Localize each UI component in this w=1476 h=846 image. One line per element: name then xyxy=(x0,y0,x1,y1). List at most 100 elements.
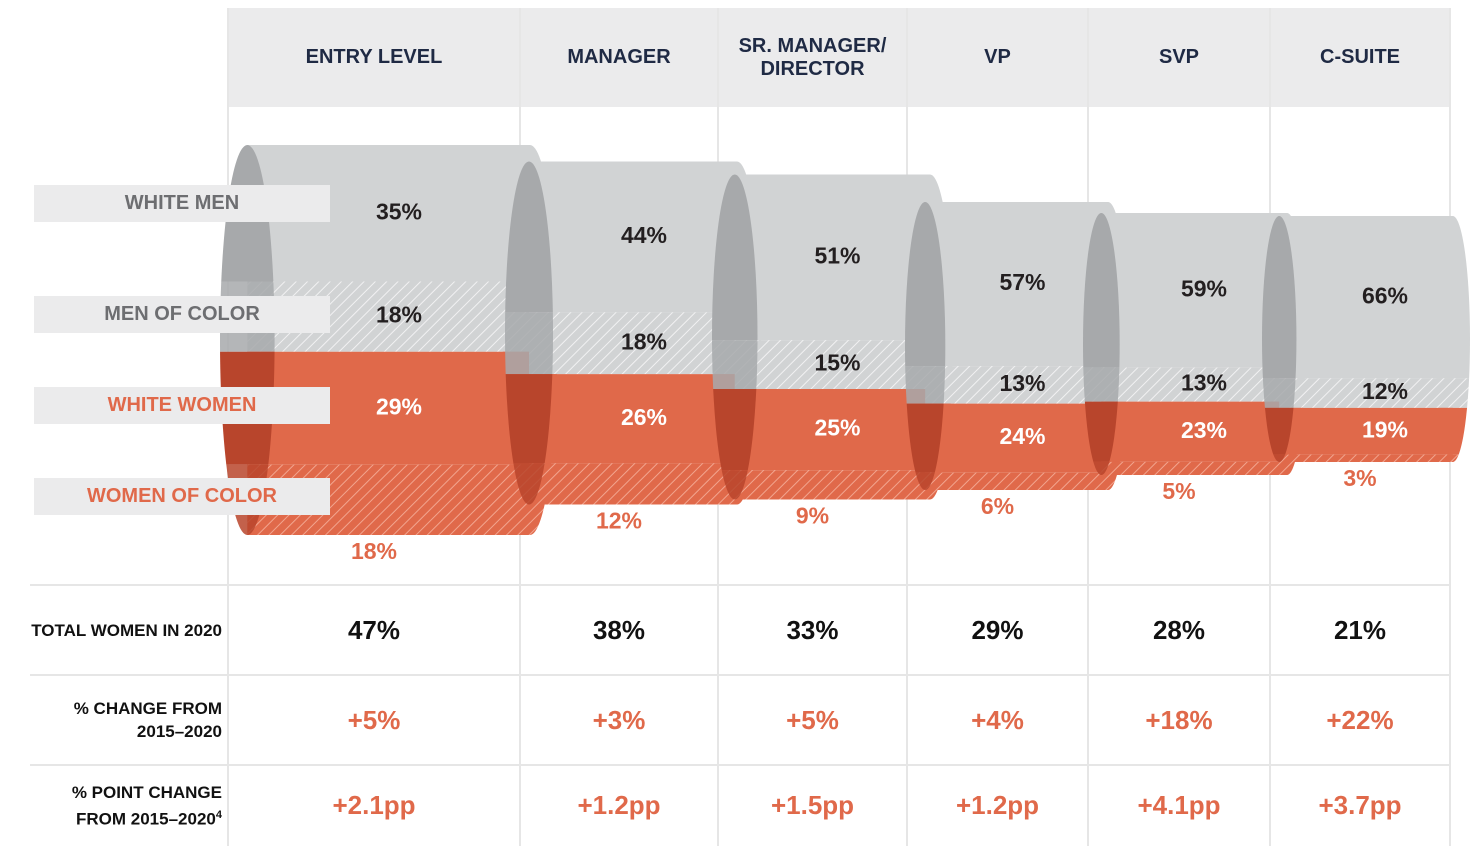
cylinder-face xyxy=(1093,461,1110,475)
cylinder-face xyxy=(712,174,758,341)
cylinder-segment xyxy=(734,470,930,500)
cylinder-face xyxy=(915,472,935,490)
row-label-text: % POINT CHANGE FROM 2015–20204 xyxy=(71,782,222,829)
segment-label: 9% xyxy=(796,503,829,529)
cylinder-segment xyxy=(529,161,737,313)
row-cell: +1.2pp xyxy=(577,790,661,820)
legend-label: WOMEN OF COLOR xyxy=(34,478,330,515)
column-header: SVP xyxy=(1089,8,1269,107)
segment-label: 13% xyxy=(999,370,1045,396)
segment-label: 18% xyxy=(376,302,422,328)
segment-label: 12% xyxy=(596,508,642,534)
cylinder-face xyxy=(713,389,757,471)
segment-label: 57% xyxy=(999,269,1045,295)
segment-label: 23% xyxy=(1181,417,1227,443)
cylinder-face xyxy=(721,470,748,500)
row-label-text: % CHANGE FROM 2015–2020 xyxy=(73,699,222,741)
cylinder-segment xyxy=(734,174,930,341)
column-header: SR. MANAGER/ DIRECTOR xyxy=(719,8,906,107)
cylinder-face xyxy=(513,463,545,505)
row-label: TOTAL WOMEN IN 2020 xyxy=(30,585,222,675)
row-cell: 28% xyxy=(1152,614,1206,645)
row-cell: +3.7pp xyxy=(1318,790,1402,820)
cylinder-segment xyxy=(1101,401,1287,462)
row-cell: +5% xyxy=(347,704,401,735)
segment-label: 59% xyxy=(1181,275,1227,301)
column-header: ENTRY LEVEL xyxy=(229,8,519,107)
cylinder-face xyxy=(905,202,946,367)
cylinder-segment xyxy=(925,472,1108,490)
cylinder-face xyxy=(1273,454,1286,462)
row-cell: +2.1pp xyxy=(332,790,416,820)
row-cell: 33% xyxy=(786,614,839,645)
segment-label: 44% xyxy=(621,222,667,248)
cylinder-face xyxy=(906,403,944,473)
segment-label: 26% xyxy=(621,404,667,430)
row-label-text: TOTAL WOMEN IN 2020 xyxy=(31,620,222,640)
cylinder-face xyxy=(505,374,553,464)
row-cell: +22% xyxy=(1326,704,1394,735)
cylinder-segment xyxy=(529,374,737,464)
segment-label: 12% xyxy=(1362,378,1408,404)
row-cell: +3% xyxy=(592,704,646,735)
cylinder-segment xyxy=(1101,367,1287,402)
cylinder-segment xyxy=(1101,461,1287,475)
cylinder-face xyxy=(505,312,554,375)
cylinder-segment xyxy=(1279,378,1453,408)
row-cell: +18% xyxy=(1145,704,1213,735)
segment-label: 66% xyxy=(1362,282,1408,308)
segment-label: 18% xyxy=(621,328,667,354)
segment-label: 35% xyxy=(376,198,422,224)
row-cell: 38% xyxy=(592,614,646,645)
cylinder-face xyxy=(505,161,553,313)
segment-label: 13% xyxy=(1181,370,1227,396)
footnote: 4 xyxy=(215,808,222,821)
segment-label: 6% xyxy=(981,493,1014,519)
cylinder-segment xyxy=(1279,407,1453,455)
segment xyxy=(1273,454,1459,462)
cylinder-segment xyxy=(1279,216,1453,379)
row-cell: 21% xyxy=(1333,614,1387,645)
cylinder-face xyxy=(1264,407,1294,455)
segment-label: 3% xyxy=(1343,465,1376,491)
cylinder-segment xyxy=(1101,213,1287,368)
row-cell: +1.2pp xyxy=(955,790,1040,820)
segment-label: 18% xyxy=(351,538,397,564)
column-header: MANAGER xyxy=(521,8,717,107)
legend-label: WHITE WOMEN xyxy=(34,387,330,424)
segment-label: 5% xyxy=(1162,478,1195,504)
legend-label: MEN OF COLOR xyxy=(34,296,330,333)
cylinder-segment xyxy=(529,463,737,505)
cylinder-segment xyxy=(734,340,930,389)
segment-label: 15% xyxy=(814,350,860,376)
segment xyxy=(915,472,1118,490)
cylinder-face xyxy=(1084,401,1118,462)
cylinder-segment xyxy=(925,366,1108,404)
cylinder-segment xyxy=(925,202,1108,367)
segment xyxy=(1093,461,1295,475)
row-cell: 29% xyxy=(971,614,1024,645)
row-label: % POINT CHANGE FROM 2015–20204 xyxy=(30,765,222,846)
column-header: C-SUITE xyxy=(1271,8,1449,107)
cylinder-face xyxy=(1083,367,1120,402)
row-cell: +4.1pp xyxy=(1137,790,1221,820)
row-cell: +4% xyxy=(971,704,1024,735)
row-label: % CHANGE FROM 2015–2020 xyxy=(30,675,222,765)
row-cell: +1.5pp xyxy=(770,790,855,820)
cylinder-segment xyxy=(529,312,737,375)
segment xyxy=(1264,407,1468,455)
segment-label: 19% xyxy=(1362,416,1408,442)
segment-label: 24% xyxy=(999,423,1045,449)
cylinder-face xyxy=(1262,378,1296,408)
segment-label: 51% xyxy=(814,242,860,268)
cylinder-face xyxy=(712,340,758,389)
cylinder-segment xyxy=(1279,454,1453,462)
segment-label: 29% xyxy=(376,393,422,419)
cylinder-face xyxy=(1262,216,1297,379)
segment-label: 25% xyxy=(814,415,860,441)
segment xyxy=(505,374,761,464)
row-cell: 47% xyxy=(347,614,401,645)
legend-label: WHITE MEN xyxy=(34,185,330,222)
